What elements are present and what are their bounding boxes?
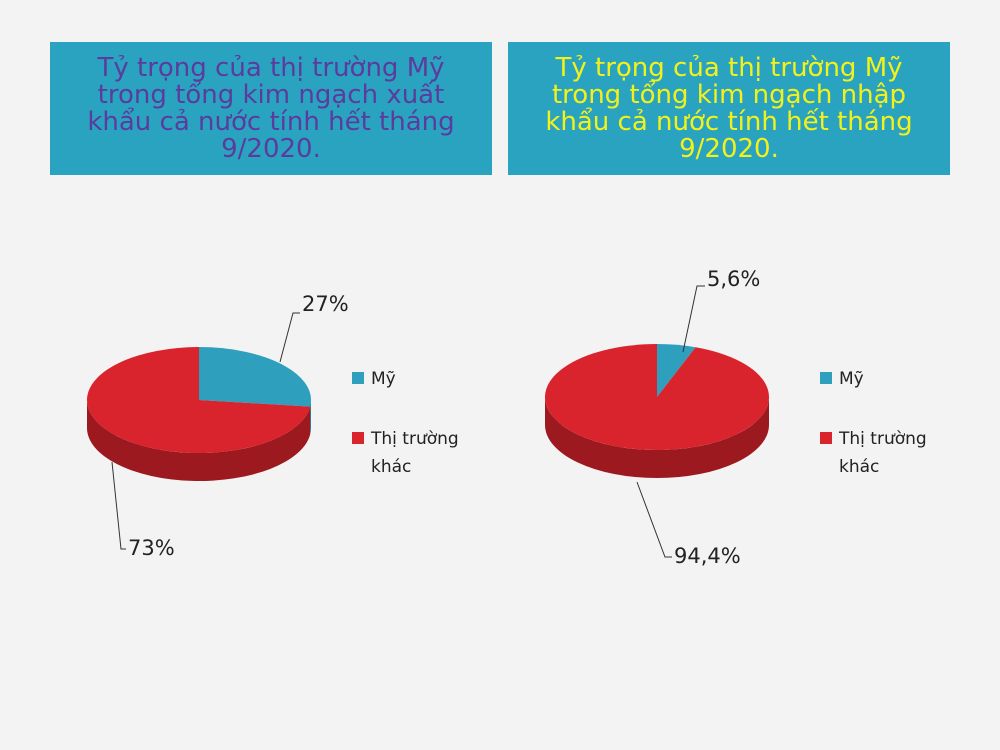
legend-label: Mỹ bbox=[839, 369, 864, 389]
value-label: 73% bbox=[128, 536, 175, 560]
slice-side bbox=[545, 397, 769, 478]
slice-side bbox=[86, 400, 311, 482]
slice bbox=[199, 347, 311, 407]
leader-line bbox=[682, 285, 705, 353]
value-label: 27% bbox=[302, 292, 349, 316]
leader-line bbox=[111, 461, 126, 550]
legend-swatch bbox=[820, 372, 832, 384]
chart-title: Tỷ trọng của thị trường Mỹ trong tổng ki… bbox=[508, 42, 950, 175]
slice bbox=[87, 347, 311, 453]
leader-line bbox=[636, 481, 672, 558]
legend-label: Thị trường khác bbox=[839, 429, 927, 477]
slice bbox=[545, 344, 770, 450]
slice-side bbox=[310, 400, 311, 435]
legend-swatch bbox=[352, 432, 364, 444]
legend-swatch bbox=[820, 432, 832, 444]
legend-label: Mỹ bbox=[371, 369, 396, 389]
value-label: 5,6% bbox=[707, 267, 760, 291]
value-label: 94,4% bbox=[674, 544, 741, 568]
chart-title: Tỷ trọng của thị trường Mỹ trong tổng ki… bbox=[50, 42, 492, 175]
legend-label: Thị trường khác bbox=[371, 429, 459, 477]
slice bbox=[657, 344, 696, 397]
leader-line bbox=[279, 312, 300, 363]
legend-swatch bbox=[352, 372, 364, 384]
